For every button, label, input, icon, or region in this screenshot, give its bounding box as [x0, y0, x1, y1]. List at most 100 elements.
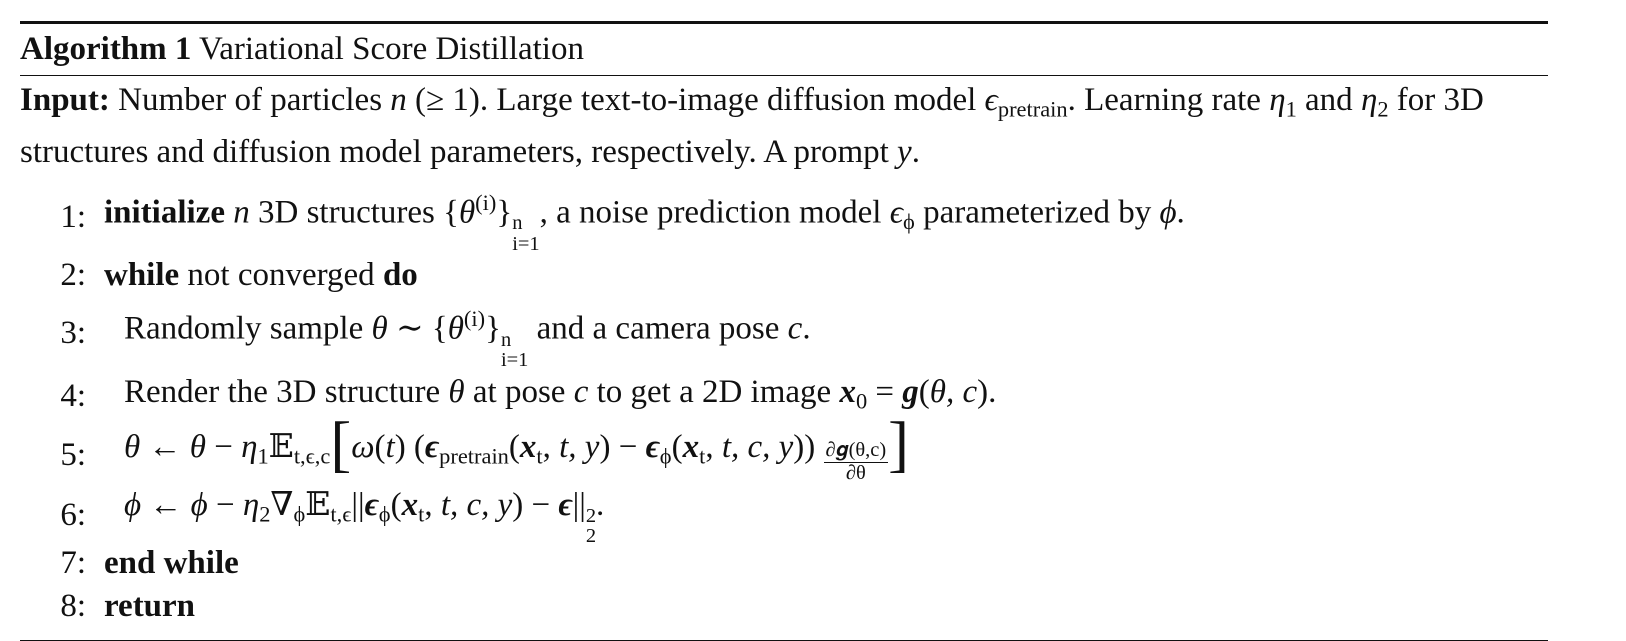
text-segment: 3D structures { — [249, 194, 459, 231]
text-segment: ( — [390, 486, 402, 523]
text-segment: while — [104, 257, 180, 294]
text-segment: ( — [918, 373, 930, 410]
text-segment: x — [839, 373, 856, 410]
text-segment: ϵ — [645, 429, 660, 466]
text-segment: t — [418, 501, 425, 527]
algorithm-steps: 1: initialize n 3D structures {θ(i)} n i=1,… — [20, 173, 1548, 641]
text-segment: t, c, y — [440, 486, 513, 523]
fraction: ∂𝒈(θ,c) ∂θ — [823, 439, 889, 484]
text-segment: ϕ — [1159, 194, 1177, 231]
text-segment: θ — [448, 373, 465, 410]
text-segment: . — [596, 486, 605, 523]
text-segment: Render the 3D structure — [124, 373, 449, 410]
text-segment: || — [572, 486, 586, 523]
text-segment: ϕ — [293, 501, 306, 527]
step: 6: ϕ ← ϕ − η2∇ϕ𝔼t,ϵ||ϵϕ(xt, t, c, y) − ϵ|… — [20, 486, 1548, 547]
step: 5: θ ← θ − η1𝔼t,ϵ,c[ω(t) (ϵpretrain(xt, t… — [20, 412, 1548, 488]
subscript: i=1 — [512, 232, 540, 255]
text-segment: θ, c — [929, 373, 978, 410]
text-segment: ( — [374, 429, 386, 466]
algorithm-box: Algorithm 1 Variational Score Distillati… — [20, 21, 1548, 641]
superscript: 2 — [585, 504, 597, 527]
text-segment: ϵ — [558, 486, 573, 523]
step: 1: initialize n 3D structures {θ(i)} n i=1,… — [20, 181, 1548, 254]
text-segment: ∇ — [270, 486, 294, 523]
text-segment: || — [351, 486, 365, 523]
algorithm-title: Algorithm 1 Variational Score Distillati… — [20, 24, 1548, 76]
text-segment: , a noise prediction model — [539, 194, 890, 231]
step-text: return — [86, 585, 195, 628]
step-number: 7: — [60, 545, 86, 582]
text-segment: for 3D structures and diffusion model pa… — [20, 82, 1484, 170]
step: 8: return — [20, 585, 1548, 628]
text-segment: θ — [189, 429, 206, 466]
numerator: ∂𝒈(θ,c) — [823, 439, 889, 463]
text-segment: return — [104, 588, 196, 625]
text-segment: ϕ — [378, 501, 391, 527]
text-segment: c — [573, 373, 589, 410]
text-segment: θ — [371, 310, 388, 347]
text-segment: − — [205, 429, 242, 466]
text-segment: t — [385, 429, 395, 466]
text-segment: ϵ — [889, 194, 904, 231]
text-segment: ϕ — [659, 443, 672, 469]
text-segment: ( — [671, 429, 683, 466]
text-segment: Variational Score Distillation — [191, 31, 584, 67]
text-segment: ( — [508, 429, 520, 466]
text-segment: 2 — [259, 501, 271, 527]
subscript: i=1 — [500, 349, 529, 372]
text-segment: Algorithm 1 — [20, 31, 192, 67]
step-text: θ ← θ − η1𝔼t,ϵ,c[ω(t) (ϵpretrain(xt, t, … — [86, 412, 909, 484]
step: 7: end while — [20, 542, 1548, 585]
text-segment: ← — [140, 429, 190, 466]
text-segment: 1 — [1285, 96, 1297, 122]
text-segment: end while — [104, 545, 239, 582]
text-segment: ). — [977, 373, 997, 410]
text-segment: to get a 2D image — [588, 373, 840, 410]
step-text: while not converged do — [86, 254, 418, 297]
text-segment: (i) — [463, 306, 486, 332]
text-segment: ] — [888, 408, 910, 479]
text-segment: , — [705, 429, 722, 466]
text-segment: η — [241, 429, 258, 466]
text-segment: ← — [141, 486, 191, 523]
text-segment: ) − — [599, 429, 646, 466]
page: Algorithm 1 Variational Score Distillati… — [20, 21, 1548, 641]
text-segment: and a camera pose — [528, 310, 788, 347]
text-segment: ϕ — [190, 486, 208, 523]
step-number: 3: — [60, 315, 86, 352]
superscript: n — [512, 212, 523, 235]
text-segment: − — [207, 486, 243, 523]
text-segment: and — [1296, 82, 1361, 118]
text-segment: Input: — [20, 82, 110, 118]
step: 3: Randomly sample θ ∼ {θ(i)} n i=1 and a c… — [20, 297, 1548, 370]
text-segment: )) — [793, 429, 824, 466]
text-segment: η — [1269, 82, 1286, 118]
text-segment: c — [787, 310, 803, 347]
text-segment: (≥ 1). Large text-to-image diffusion mod… — [406, 82, 985, 118]
sub-superscript: n i=1 — [500, 328, 529, 372]
text-segment: t,ϵ — [330, 501, 352, 527]
text-segment: do — [382, 257, 418, 294]
denominator: ∂θ — [845, 461, 866, 484]
text-segment: } — [485, 310, 501, 347]
text-segment: pretrain — [997, 96, 1068, 122]
text-segment: at pose — [464, 373, 574, 410]
text-segment: θ — [447, 310, 464, 347]
text-segment: . Learning rate — [1067, 82, 1270, 118]
step-text: Render the 3D structure θ at pose c to g… — [86, 371, 996, 423]
sub-superscript: n i=1 — [512, 213, 539, 254]
text-segment: n — [233, 194, 250, 231]
text-segment: ϕ — [903, 208, 915, 234]
text-segment: initialize — [104, 194, 225, 231]
superscript: n — [500, 328, 512, 351]
text-segment: g — [902, 373, 919, 410]
text-segment — [225, 194, 233, 230]
text-segment: parameterized by — [914, 194, 1160, 231]
text-segment: n — [390, 82, 407, 118]
text-segment: ϵ — [364, 486, 379, 523]
step-number: 1: — [60, 198, 86, 235]
text-segment: x — [519, 429, 537, 466]
step: 4: Render the 3D structure θ at pose c to… — [20, 371, 1548, 423]
